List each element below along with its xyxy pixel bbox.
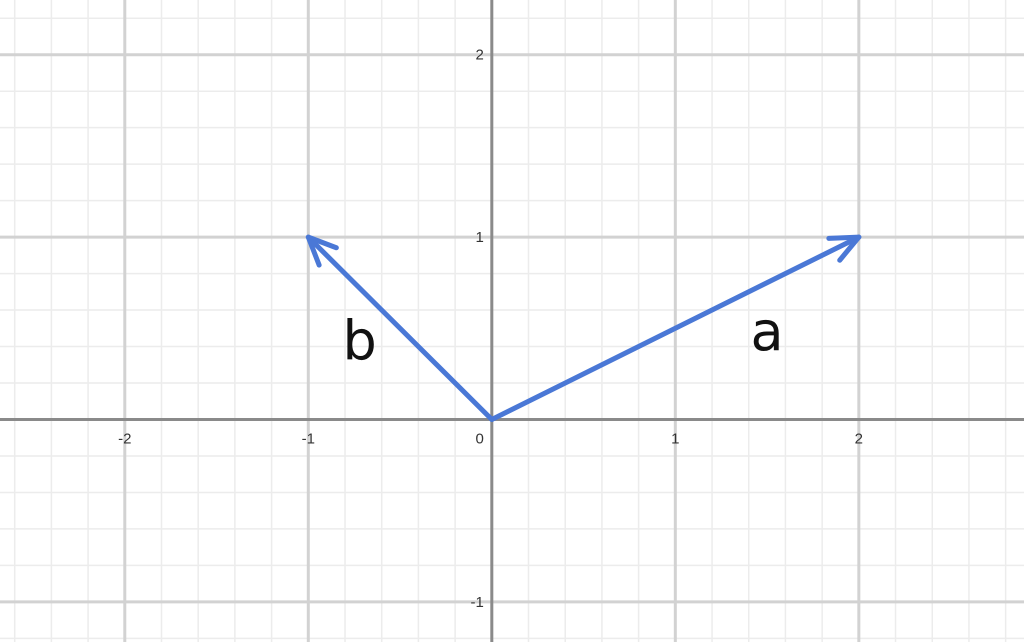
x-tick-label: -1 (302, 430, 315, 447)
vector-label-a: a (751, 300, 784, 363)
x-tick-label: -2 (118, 430, 131, 447)
vector-a-arrowhead (826, 234, 862, 263)
vector-label-b: b (343, 309, 377, 372)
y-tick-label: 1 (475, 229, 483, 246)
vectors (305, 234, 862, 422)
vector-a-shaft (489, 234, 862, 422)
y-tick-label: 2 (475, 47, 483, 64)
tick-labels: -2 -1 0 1 2 2 1 -1 (118, 47, 863, 611)
vector-b-arrowhead (305, 234, 339, 268)
vector-b-shaft (305, 234, 495, 422)
vector-labels: ab (343, 300, 784, 372)
y-tick-label: -1 (470, 594, 483, 611)
x-tick-label: 2 (855, 430, 863, 447)
vector-a (489, 234, 862, 422)
x-tick-label: 1 (671, 430, 679, 447)
vector-b (305, 234, 495, 422)
x-tick-label: 0 (475, 430, 483, 447)
